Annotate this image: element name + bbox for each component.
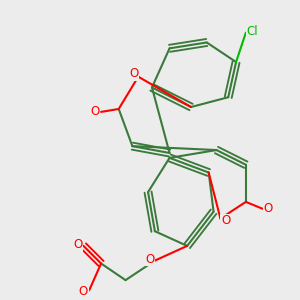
Text: O: O: [79, 285, 88, 298]
Text: Cl: Cl: [247, 25, 258, 38]
Text: O: O: [263, 202, 272, 215]
Text: O: O: [145, 253, 154, 266]
Text: O: O: [73, 238, 82, 251]
Text: O: O: [221, 214, 230, 227]
Text: O: O: [90, 105, 99, 119]
Text: O: O: [129, 67, 139, 80]
